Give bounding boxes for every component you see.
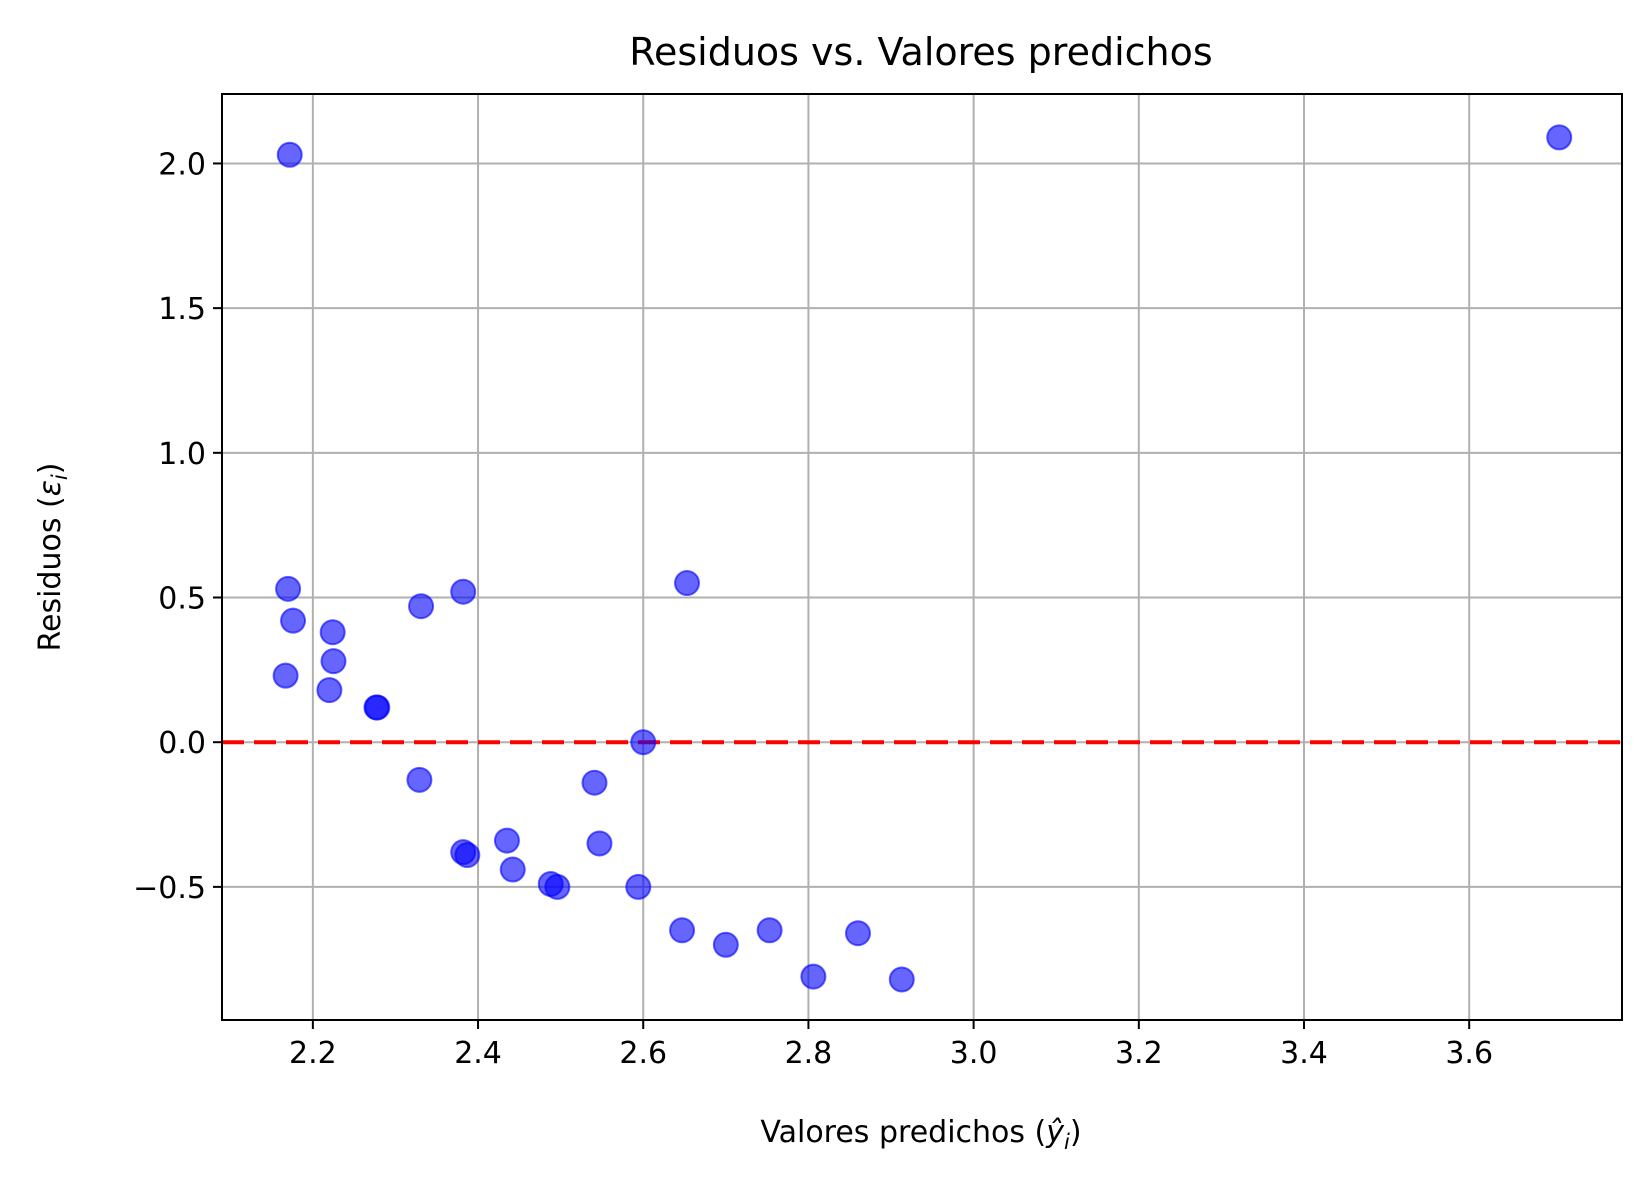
x-axis-label-text: Valores predichos ( — [760, 1115, 1046, 1150]
y-axis-label-close: ) — [33, 463, 68, 475]
y-tick-label: 0.0 — [158, 726, 206, 761]
data-point — [674, 570, 701, 597]
data-point — [316, 677, 343, 704]
data-point — [544, 873, 571, 900]
x-tick-label: 3.2 — [1115, 1036, 1163, 1071]
data-point — [454, 842, 481, 869]
y-axis-label: Residuos (εi) — [33, 463, 72, 652]
x-tick-label: 3.4 — [1280, 1036, 1328, 1071]
x-tick-label: 2.6 — [619, 1036, 667, 1071]
y-axis-label-math: ε — [33, 480, 68, 496]
x-axis-label: Valores predichos (ŷi) — [760, 1115, 1081, 1154]
data-point — [756, 917, 783, 944]
data-point — [888, 966, 915, 993]
data-point — [630, 729, 657, 756]
data-point — [364, 694, 391, 721]
data-point — [493, 827, 520, 854]
y-axis-ticks: −0.5 0.0 0.5 1.0 1.5 2.0 — [133, 147, 222, 906]
data-point — [320, 648, 347, 675]
data-point — [319, 619, 346, 646]
x-axis-ticks: 2.2 2.4 2.6 2.8 3.0 3.2 3.4 3.6 — [289, 1020, 1493, 1071]
data-point — [280, 607, 307, 634]
plot-frame — [221, 93, 1623, 1021]
x-axis-label-close: ) — [1070, 1115, 1082, 1150]
data-point — [1546, 124, 1573, 151]
data-point — [406, 766, 433, 793]
data-point — [408, 593, 435, 620]
y-tick-label: 1.5 — [158, 292, 206, 327]
data-point — [712, 931, 739, 958]
y-tick-label: 0.5 — [158, 582, 206, 617]
data-point — [844, 920, 871, 947]
data-points — [272, 124, 1573, 993]
x-tick-label: 3.6 — [1445, 1036, 1493, 1071]
x-tick-label: 2.2 — [289, 1036, 337, 1071]
y-tick-label: 2.0 — [158, 147, 206, 182]
x-axis-label-math: ŷ — [1045, 1115, 1065, 1150]
data-point — [581, 769, 608, 796]
y-tick-label: −0.5 — [133, 871, 206, 906]
data-point — [272, 662, 299, 689]
y-axis-label-text: Residuos ( — [33, 496, 68, 651]
grid — [222, 94, 1622, 1020]
x-tick-label: 2.8 — [785, 1036, 833, 1071]
x-axis-label-sub: i — [1064, 1130, 1070, 1154]
x-tick-label: 3.0 — [950, 1036, 998, 1071]
data-point — [669, 917, 696, 944]
y-tick-label: 1.0 — [158, 437, 206, 472]
chart-title: Residuos vs. Valores predichos — [629, 30, 1212, 74]
y-axis-label-sub: i — [48, 474, 72, 480]
data-point — [499, 856, 526, 883]
data-point — [800, 963, 827, 990]
data-point — [275, 575, 302, 602]
data-point — [450, 578, 477, 605]
x-tick-label: 2.4 — [454, 1036, 502, 1071]
data-point — [625, 873, 652, 900]
data-point — [276, 141, 303, 168]
data-point — [586, 830, 613, 857]
